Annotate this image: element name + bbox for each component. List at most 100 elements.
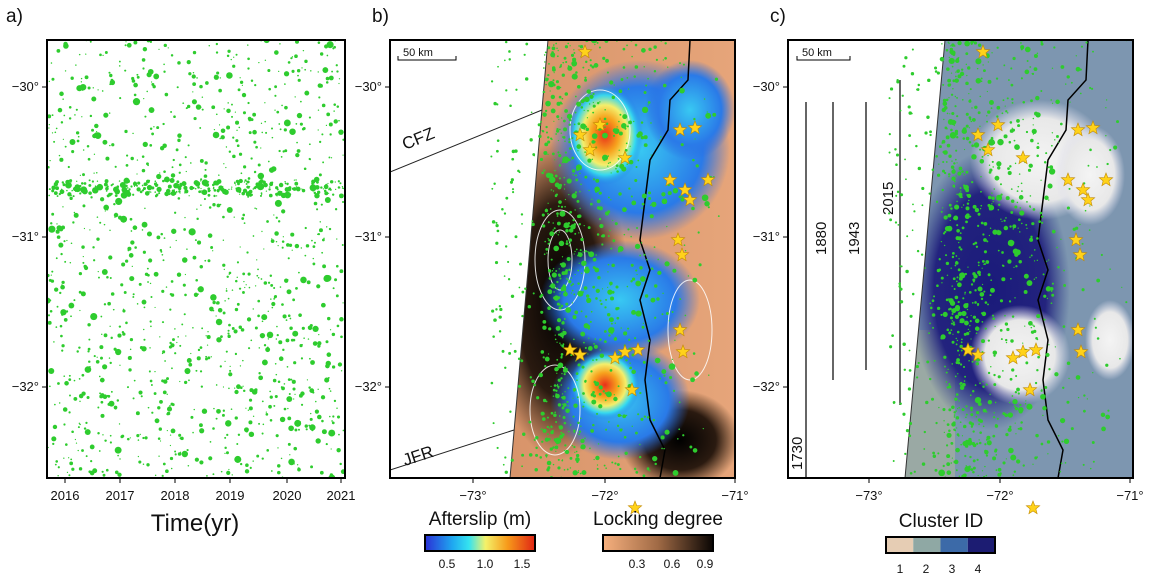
dot [943,465,945,467]
dot [61,226,65,230]
dot [300,421,301,422]
dot [545,78,549,82]
dot [630,280,632,282]
dot [558,459,560,461]
dot [952,341,955,344]
dot [964,376,966,378]
dot [224,361,225,362]
panel-label: a) [6,6,23,27]
dot [259,347,261,349]
dot [522,433,525,436]
dot [617,307,620,310]
dot [666,312,669,315]
dot [279,43,280,44]
dot [60,325,63,328]
dot [205,183,209,187]
dot [92,468,97,473]
dot [575,174,577,176]
dot [1041,222,1043,224]
dot [284,83,286,85]
dot [652,269,653,270]
dot [1020,421,1022,423]
dot [993,188,995,190]
dot [1018,392,1020,394]
dot [559,164,561,166]
dot [264,102,265,103]
dot [592,424,594,426]
dot [585,250,587,252]
dot [594,63,599,68]
dot [583,128,585,130]
dot [966,316,968,318]
dot [600,303,602,305]
dot [341,370,342,371]
dot [176,180,179,183]
dot [960,232,962,234]
dot [213,310,215,312]
dot [242,272,245,275]
dot [320,52,323,55]
dot [904,453,906,455]
dot [89,179,91,181]
dot [612,220,613,221]
dot [295,153,299,157]
dot [197,293,199,295]
dot [678,428,680,430]
dot [1048,259,1049,260]
dot [246,183,248,185]
dot [198,349,200,351]
dot [584,110,585,111]
dot [652,456,657,461]
dot [947,144,951,148]
dot [662,293,663,294]
dot [561,460,563,462]
dot [943,356,946,359]
dot [1017,202,1018,203]
dot [949,57,950,58]
dot [257,315,260,318]
dot [984,466,985,467]
dot [249,399,252,402]
dot [1060,418,1065,423]
dot [113,309,115,311]
dot [985,328,987,330]
dot [186,107,188,109]
annotation: 1880 [813,222,830,255]
dot [202,96,203,97]
dot [551,426,553,428]
dot [295,244,299,248]
dot [130,437,131,438]
panel-label: c) [770,6,786,27]
dot [1043,295,1046,298]
dot [74,114,76,116]
dot [270,284,273,287]
dot [607,271,608,272]
dot [950,267,951,268]
dot [142,229,144,231]
dot [293,187,297,191]
dot [314,242,316,244]
dot [1044,196,1049,201]
dot [909,434,912,437]
dot [208,233,213,238]
dot [174,451,176,453]
dot [964,455,966,457]
dot [580,184,582,186]
dot [647,78,649,80]
dot [669,320,670,321]
dot [1015,163,1016,164]
dot [547,213,549,215]
dot [636,274,637,275]
dot [603,159,605,161]
dot [220,335,223,338]
dot [551,109,556,114]
dot [961,341,963,343]
dot [656,297,660,301]
dot [130,338,133,341]
dot [547,238,548,239]
dot [88,348,91,351]
dot [585,126,587,128]
dot [204,161,207,164]
dot [227,332,229,334]
dot [1004,220,1006,222]
